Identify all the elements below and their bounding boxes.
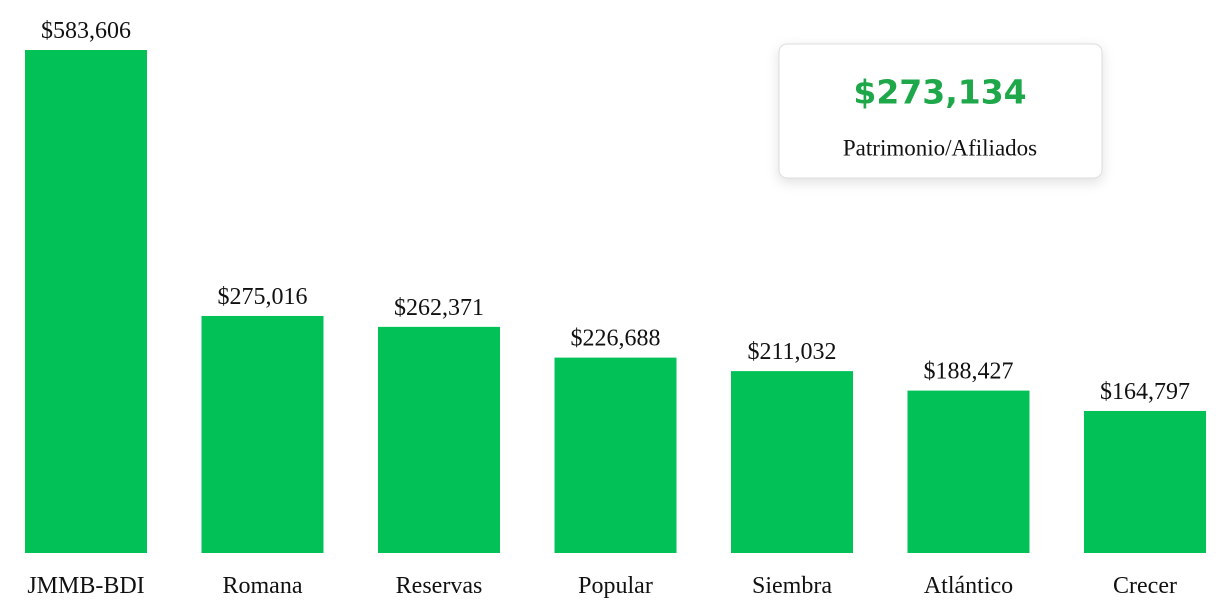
card-label: Patrimonio/Afiliados — [843, 135, 1037, 160]
bar — [1084, 410, 1206, 553]
value-label: $262,371 — [394, 295, 484, 321]
value-label: $211,032 — [747, 339, 836, 365]
bar — [731, 371, 853, 553]
bar — [907, 390, 1030, 553]
x-tick-label: Siembra — [752, 573, 832, 599]
summary-card: $273,134 Patrimonio/Afiliados — [778, 43, 1103, 179]
x-tick-label: Popular — [578, 573, 653, 599]
x-tick-label: Reservas — [396, 573, 483, 599]
x-tick-label: Romana — [223, 573, 303, 599]
card-box — [778, 43, 1103, 179]
value-label: $275,016 — [218, 284, 308, 310]
value-label: $226,688 — [571, 326, 661, 352]
bar — [554, 357, 677, 553]
bar — [378, 326, 500, 553]
x-tick-label: JMMB-BDI — [27, 573, 144, 599]
value-label: $583,606 — [41, 18, 131, 44]
card-value: $273,134 — [853, 73, 1026, 112]
x-tick-label: Crecer — [1113, 573, 1177, 599]
bar — [25, 50, 147, 553]
x-tick-label: Atlántico — [924, 573, 1013, 599]
bar — [201, 315, 324, 553]
value-label: $164,797 — [1100, 379, 1190, 405]
value-label: $188,427 — [924, 359, 1014, 385]
